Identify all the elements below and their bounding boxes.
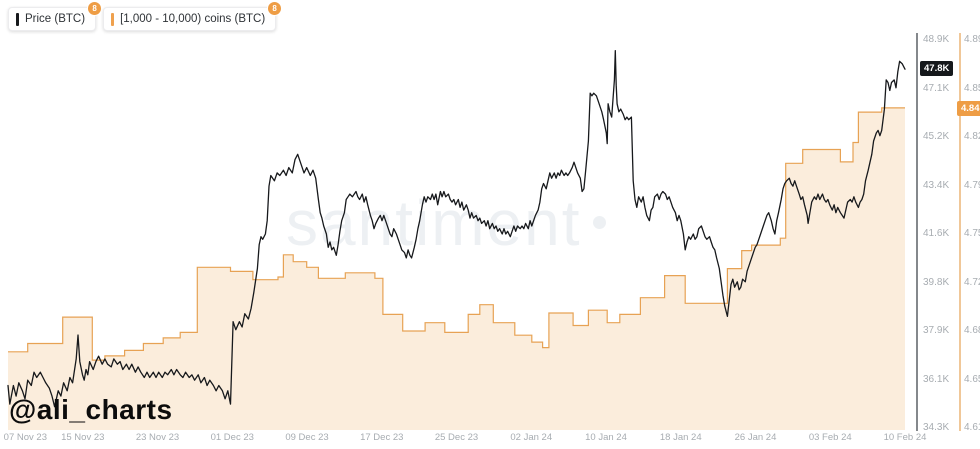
y-tick-label: 36.1K	[923, 373, 950, 385]
y-tick-label: 47.1K	[923, 82, 950, 94]
supply-area	[8, 107, 905, 431]
price-badge-count: 8	[87, 1, 103, 16]
supply-current-badge: 4.84M	[957, 101, 980, 117]
y-tick-label: 4.72M	[964, 276, 980, 288]
x-tick-label: 03 Feb 24	[808, 432, 852, 443]
supply-line	[8, 107, 905, 361]
supply-badge-count: 8	[267, 1, 283, 16]
y-tick-label: 4.61M	[964, 422, 980, 433]
attribution: @ali_charts	[9, 394, 173, 425]
legend-item-supply[interactable]: [1,000 - 10,000) coins (BTC) 8	[103, 1, 283, 31]
watermark-dot-icon	[593, 216, 607, 229]
y-tick-label: 4.89M	[964, 34, 980, 45]
supply-color-bar	[111, 12, 115, 26]
y-tick-label: 4.79M	[964, 179, 980, 191]
x-tick-label: 09 Dec 23	[285, 432, 329, 443]
price-current-badge: 47.8K	[920, 61, 954, 77]
x-tick-label: 25 Dec 23	[434, 432, 479, 443]
x-tick-label: 10 Feb 24	[883, 432, 927, 443]
y-tick-label: 4.65M	[964, 373, 980, 385]
y-tick-label: 48.9K	[923, 34, 950, 45]
x-tick-label: 17 Dec 23	[360, 432, 404, 443]
price-color-bar	[16, 12, 19, 26]
y-tick-label: 4.75M	[964, 228, 980, 239]
y-tick-label: 43.4K	[923, 179, 950, 191]
x-tick-label: 07 Nov 23	[3, 432, 47, 443]
y-tick-label: 4.68M	[964, 325, 980, 336]
y-tick-label: 4.82M	[964, 131, 980, 142]
x-tick-label: 01 Dec 23	[210, 432, 254, 443]
x-tick-label: 23 Nov 23	[135, 432, 180, 443]
legend-item-price[interactable]: Price (BTC) 8	[8, 1, 103, 31]
y-tick-label: 45.2K	[923, 131, 950, 142]
legend: Price (BTC) 8 [1,000 - 10,000) coins (BT…	[8, 1, 283, 31]
y-tick-label: 37.9K	[923, 325, 950, 336]
y-tick-label: 34.3K	[923, 422, 950, 433]
x-tick-label: 10 Jan 24	[585, 432, 627, 443]
y-tick-label: 4.85M	[964, 82, 980, 94]
x-tick-label: 02 Jan 24	[510, 432, 553, 443]
price-line	[7, 49, 906, 408]
x-tick-label: 26 Jan 24	[734, 432, 777, 443]
y-tick-label: 41.6K	[923, 228, 950, 239]
legend-item-supply-label: [1,000 - 10,000) coins (BTC)	[120, 13, 266, 25]
y-tick-label: 39.8K	[923, 276, 950, 288]
x-tick-label: 15 Nov 23	[61, 432, 105, 443]
legend-item-price-label: Price (BTC)	[25, 13, 86, 25]
x-tick-label: 18 Jan 24	[659, 432, 702, 443]
